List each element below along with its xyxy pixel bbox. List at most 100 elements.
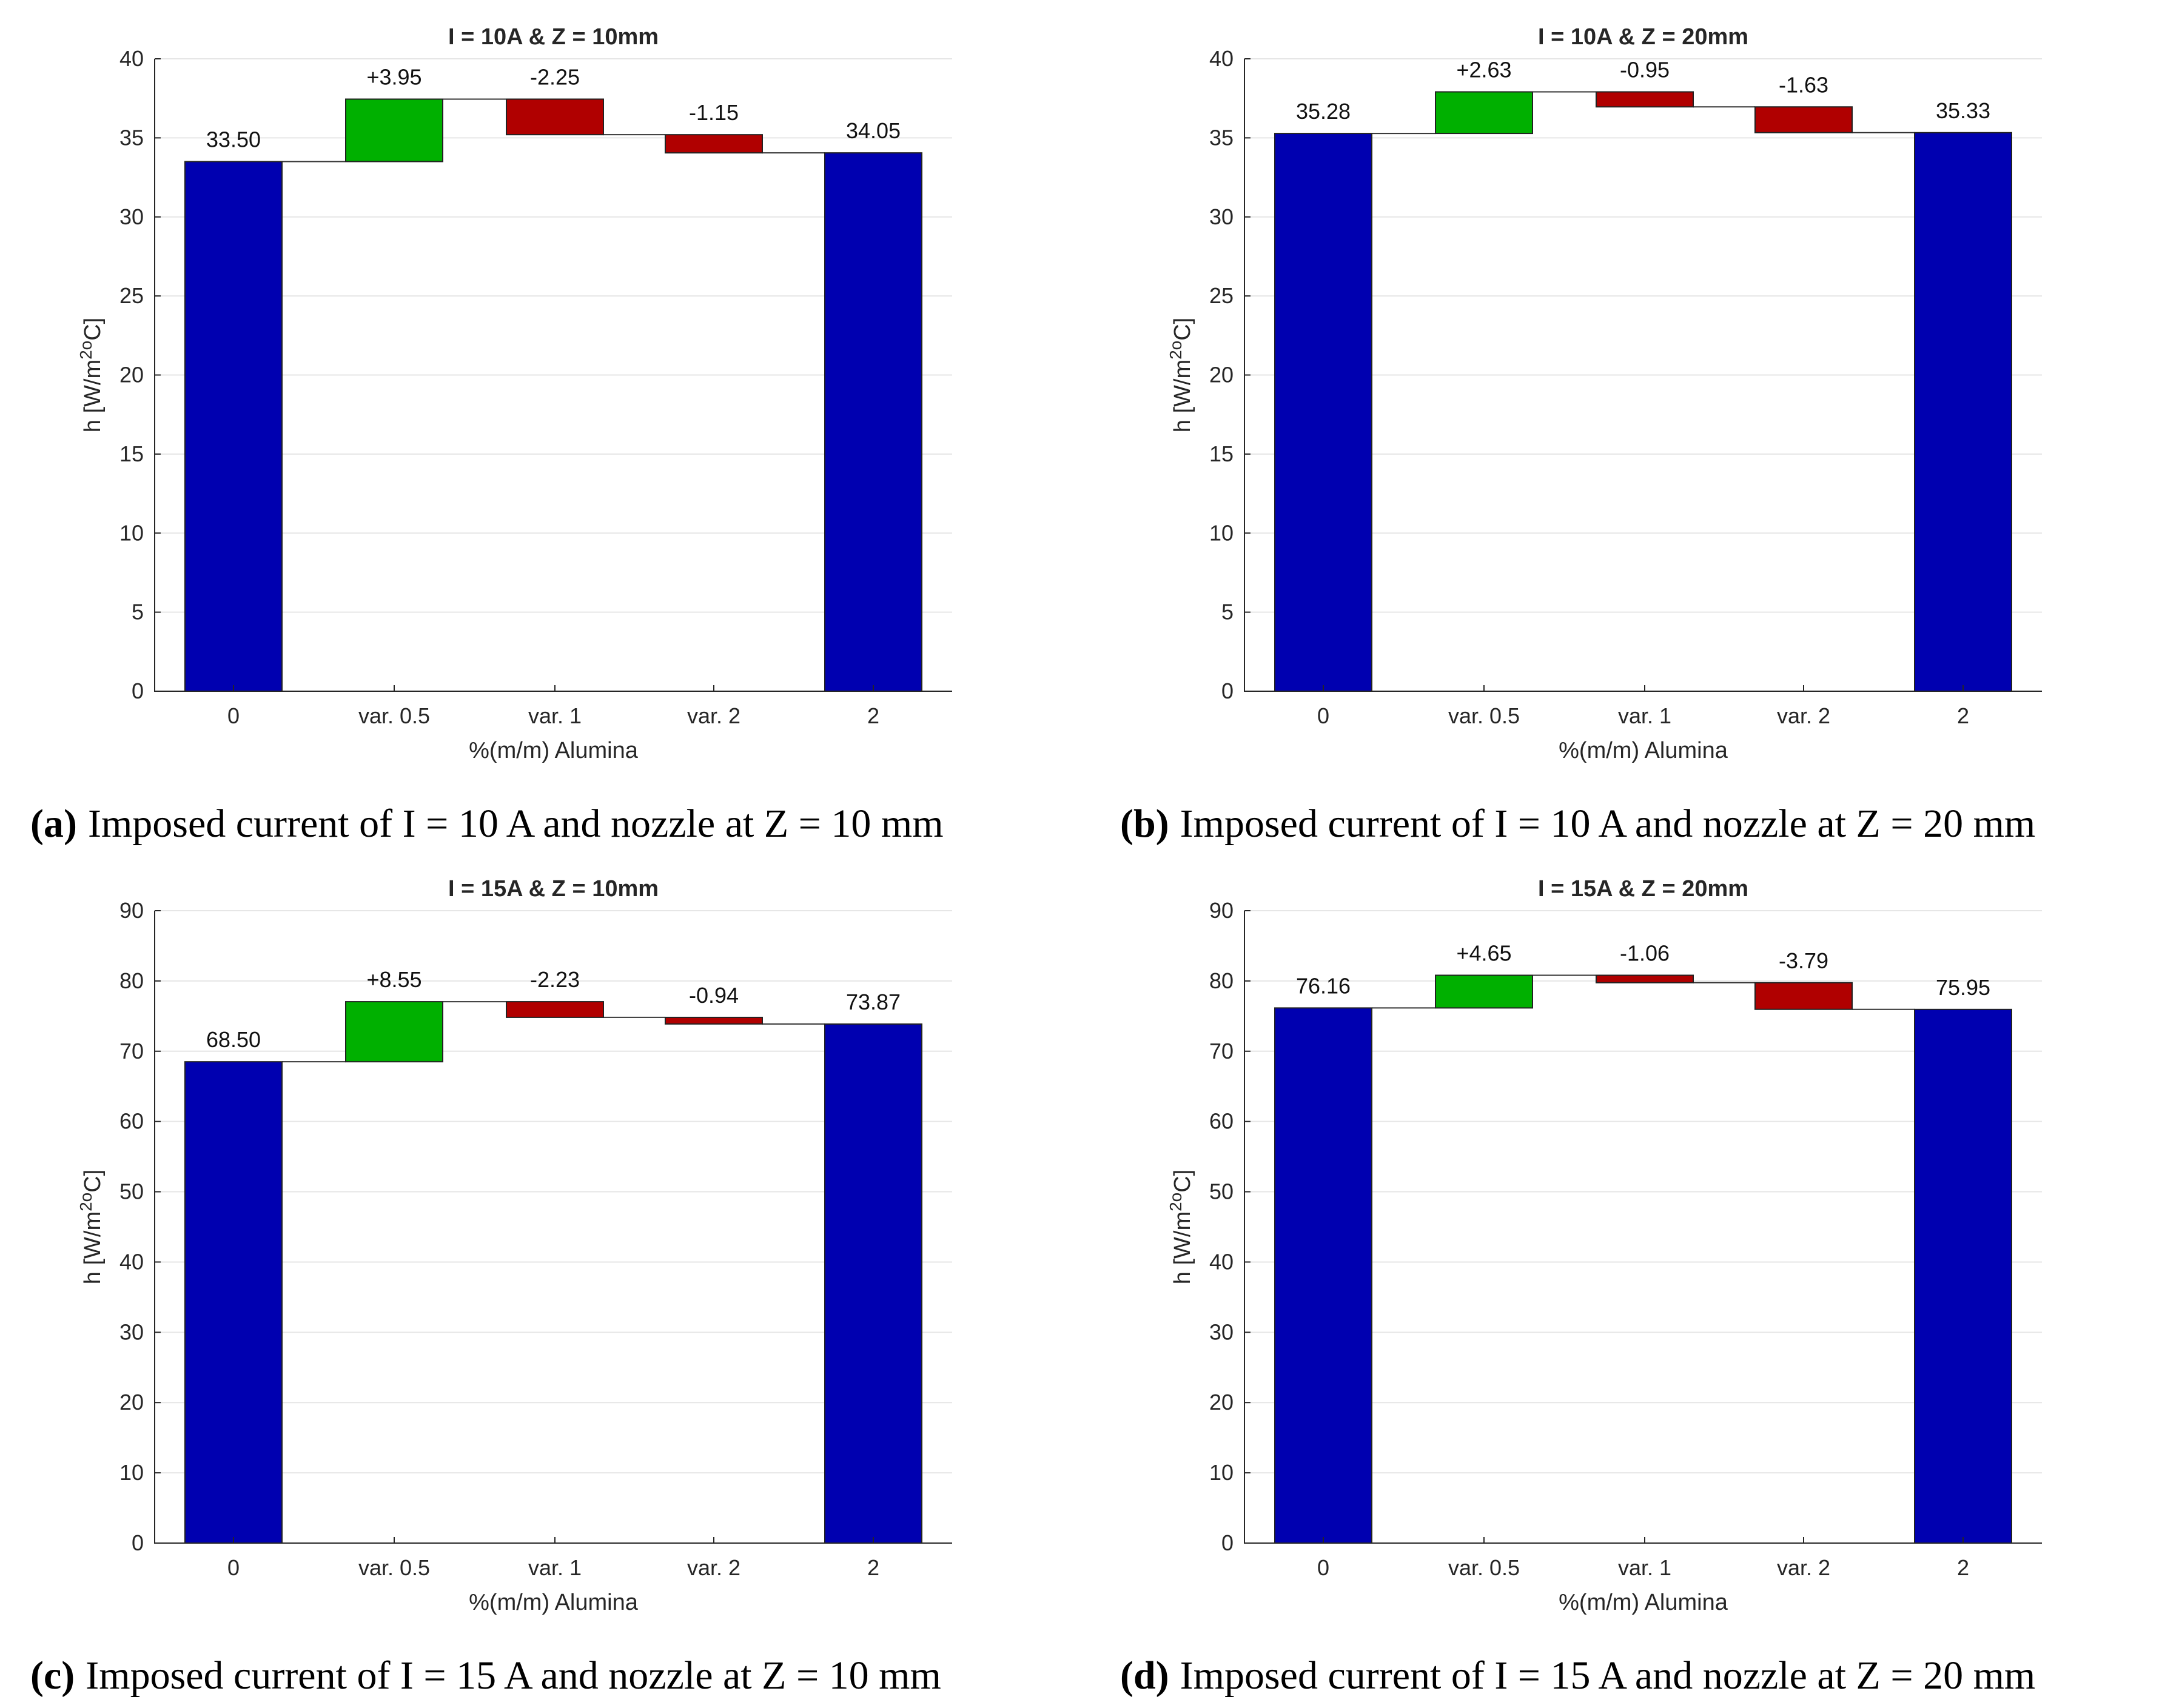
y-tick-label: 60 [119, 1109, 144, 1134]
x-tick-label: var. 2 [687, 1555, 740, 1580]
y-axis-label-tail: C] [80, 318, 106, 341]
waterfall-bar [345, 1001, 443, 1063]
caption-letter: (c) [30, 1653, 75, 1698]
y-tick-label: 10 [119, 520, 144, 545]
y-axis-label-main: h [W/m [80, 360, 106, 432]
y-axis-label-sup: o [1166, 1193, 1185, 1202]
x-tick-label: var. 1 [528, 1555, 582, 1580]
data-label: -1.63 [1779, 72, 1828, 97]
y-axis-label-sup: o [76, 341, 95, 350]
waterfall-bar [1914, 132, 2012, 692]
waterfall-bar [184, 1061, 283, 1544]
y-tick-label: 25 [1209, 283, 1234, 308]
y-tick-label: 10 [1209, 1460, 1234, 1485]
chart-panel: I = 10A & Z = 20mm051015202530354035.28+… [1120, 24, 2042, 846]
chart-title: I = 10A & Z = 10mm [448, 24, 659, 50]
data-label: 35.28 [1296, 99, 1351, 124]
y-axis-label: h [W/m2oC] [1166, 318, 1195, 432]
data-label: -0.95 [1620, 57, 1670, 82]
y-axis-label-group: h [W/m2oC] [1166, 1170, 1195, 1284]
y-tick-label: 90 [1209, 898, 1234, 923]
waterfall-bar [1435, 974, 1533, 1009]
x-tick-label: 2 [1957, 703, 1969, 728]
y-tick-label: 70 [1209, 1039, 1234, 1063]
x-tick-label: 2 [867, 703, 879, 728]
data-label: -3.79 [1779, 948, 1828, 973]
chart-title: I = 15A & Z = 20mm [1538, 876, 1748, 902]
waterfall-bar [665, 134, 763, 154]
y-tick-label: 0 [132, 1530, 144, 1555]
y-tick-label: 20 [119, 363, 144, 387]
y-tick-label: 20 [119, 1390, 144, 1415]
y-tick-label: 30 [1209, 204, 1234, 229]
data-label: 75.95 [1936, 975, 1990, 1000]
chart-panel: I = 15A & Z = 10mm010203040506070809068.… [30, 876, 952, 1698]
waterfall-bar [1596, 91, 1694, 108]
panel-caption: (a) Imposed current of I = 10 A and nozzl… [30, 802, 944, 846]
data-label: 34.05 [846, 118, 901, 143]
y-tick-label: 40 [1209, 46, 1234, 71]
caption-text: Imposed current of I = 15 A and nozzle a… [1180, 1653, 2036, 1698]
x-tick-label: var. 0.5 [358, 1555, 430, 1580]
y-tick-label: 80 [1209, 968, 1234, 993]
y-tick-label: 30 [119, 1319, 144, 1344]
waterfall-bar [665, 1016, 763, 1025]
waterfall-bar [824, 1023, 922, 1544]
x-tick-label: var. 1 [1618, 703, 1671, 728]
x-tick-label: var. 1 [528, 703, 582, 728]
waterfall-bar [1274, 1007, 1372, 1544]
y-tick-label: 0 [132, 678, 144, 703]
chart-panel: I = 10A & Z = 10mm051015202530354033.50+… [30, 24, 952, 846]
waterfall-bar [1435, 91, 1533, 135]
y-tick-label: 5 [132, 600, 144, 625]
chart-title: I = 10A & Z = 20mm [1538, 24, 1748, 50]
y-tick-label: 15 [119, 441, 144, 466]
x-tick-label: var. 0.5 [1448, 703, 1520, 728]
data-label: 33.50 [206, 127, 261, 152]
y-tick-label: 80 [119, 968, 144, 993]
x-tick-label: var. 2 [1777, 703, 1830, 728]
y-axis-label-group: h [W/m2oC] [1166, 318, 1195, 432]
waterfall-bar [184, 161, 283, 692]
y-tick-label: 25 [119, 283, 144, 308]
waterfall-bar [1754, 982, 1853, 1010]
y-axis-label-main: h [W/m [1170, 360, 1195, 432]
y-tick-label: 0 [1221, 1530, 1234, 1555]
x-tick-label: 0 [227, 1555, 240, 1580]
caption-text: Imposed current of I = 10 A and nozzle a… [1180, 802, 2036, 846]
y-axis-label: h [W/m2oC] [76, 318, 106, 432]
caption-letter: (a) [30, 802, 77, 846]
y-tick-label: 60 [1209, 1109, 1234, 1134]
x-tick-label: 0 [227, 703, 240, 728]
y-tick-label: 30 [1209, 1319, 1234, 1344]
panel-caption: (b) Imposed current of I = 10 A and nozzl… [1120, 802, 2035, 846]
y-tick-label: 40 [1209, 1249, 1234, 1274]
data-label: +2.63 [1456, 57, 1511, 82]
x-tick-label: 2 [867, 1555, 879, 1580]
waterfall-bar [1754, 106, 1853, 133]
waterfall-bar [1914, 1008, 2012, 1544]
y-axis-label-tail: C] [80, 1170, 106, 1193]
x-tick-label: var. 2 [687, 703, 740, 728]
data-label: -2.23 [530, 967, 580, 992]
waterfall-bar [506, 1001, 604, 1018]
y-tick-label: 15 [1209, 441, 1234, 466]
y-tick-label: 10 [1209, 520, 1234, 545]
data-label: -0.94 [689, 983, 739, 1008]
data-label: 35.33 [1936, 98, 1990, 123]
data-label: 73.87 [846, 990, 901, 1014]
y-tick-label: 0 [1221, 678, 1234, 703]
data-label: 76.16 [1296, 973, 1351, 998]
data-label: -1.06 [1620, 941, 1670, 966]
y-tick-label: 50 [1209, 1179, 1234, 1204]
y-tick-label: 10 [119, 1460, 144, 1485]
chart-title: I = 15A & Z = 10mm [448, 876, 659, 902]
caption-letter: (b) [1120, 802, 1169, 846]
x-tick-label: var. 0.5 [358, 703, 430, 728]
waterfall-bar [824, 152, 922, 692]
waterfall-bar [345, 98, 443, 162]
waterfall-bar [1596, 974, 1694, 983]
y-axis-label-sup: 2 [76, 1202, 95, 1211]
y-tick-label: 70 [119, 1039, 144, 1063]
